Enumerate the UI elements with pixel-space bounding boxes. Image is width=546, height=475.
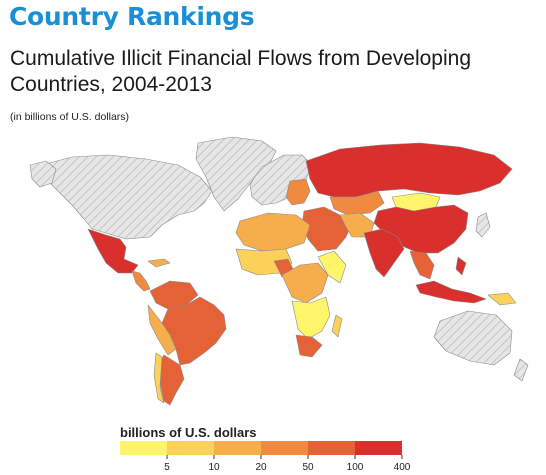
- region-east-africa[interactable]: [317, 250, 347, 284]
- legend-tick-label-1: 10: [208, 462, 220, 473]
- region-northern-south-america[interactable]: [149, 280, 199, 310]
- legend-ticks: 5 10 20 50 100 400: [164, 455, 411, 473]
- region-papua[interactable]: [487, 292, 517, 306]
- legend-swatch-1: [167, 441, 214, 455]
- region-alaska[interactable]: [29, 160, 57, 188]
- region-greenland[interactable]: [195, 136, 277, 212]
- region-kazakhstan[interactable]: [329, 190, 385, 216]
- region-eastern-europe[interactable]: [285, 178, 311, 206]
- legend-tick-label-4: 100: [347, 462, 364, 473]
- color-legend: 5 10 20 50 100 400: [120, 441, 411, 473]
- unit-note: (in billions of U.S. dollars): [10, 111, 130, 123]
- legend-swatches: [120, 441, 402, 455]
- region-andes[interactable]: [147, 304, 177, 356]
- region-india[interactable]: [363, 228, 405, 278]
- region-madagascar[interactable]: [331, 314, 343, 338]
- region-indonesia[interactable]: [415, 280, 487, 304]
- legend-title: billions of U.S. dollars: [120, 425, 257, 440]
- legend-swatch-5: [355, 441, 402, 455]
- page-heading: Country Rankings: [9, 2, 255, 31]
- region-southern-africa[interactable]: [291, 296, 331, 340]
- region-caribbean[interactable]: [147, 258, 171, 268]
- region-japan[interactable]: [475, 212, 491, 238]
- region-australia[interactable]: [433, 310, 513, 366]
- region-mexico[interactable]: [87, 228, 139, 274]
- legend-swatch-4: [308, 441, 355, 455]
- legend-tick-label-2: 20: [255, 462, 267, 473]
- region-north-africa[interactable]: [235, 212, 311, 252]
- legend-tick-label-5: 400: [394, 462, 411, 473]
- region-russia[interactable]: [305, 142, 513, 198]
- region-central-africa[interactable]: [281, 262, 329, 304]
- region-new-zealand[interactable]: [513, 358, 529, 382]
- map-title: Cumulative Illicit Financial Flows from …: [10, 47, 471, 96]
- legend-swatch-3: [261, 441, 308, 455]
- region-north-america-nodata[interactable]: [41, 154, 213, 240]
- region-philippines[interactable]: [455, 256, 467, 276]
- region-southeast-asia[interactable]: [409, 250, 435, 280]
- legend-swatch-0: [120, 441, 167, 455]
- region-central-america[interactable]: [131, 270, 151, 292]
- legend-tick-label-3: 50: [302, 462, 314, 473]
- legend-swatch-2: [214, 441, 261, 455]
- region-south-africa[interactable]: [295, 334, 323, 358]
- region-chile[interactable]: [153, 352, 165, 404]
- world-map: [29, 136, 529, 406]
- legend-tick-label-0: 5: [164, 462, 170, 473]
